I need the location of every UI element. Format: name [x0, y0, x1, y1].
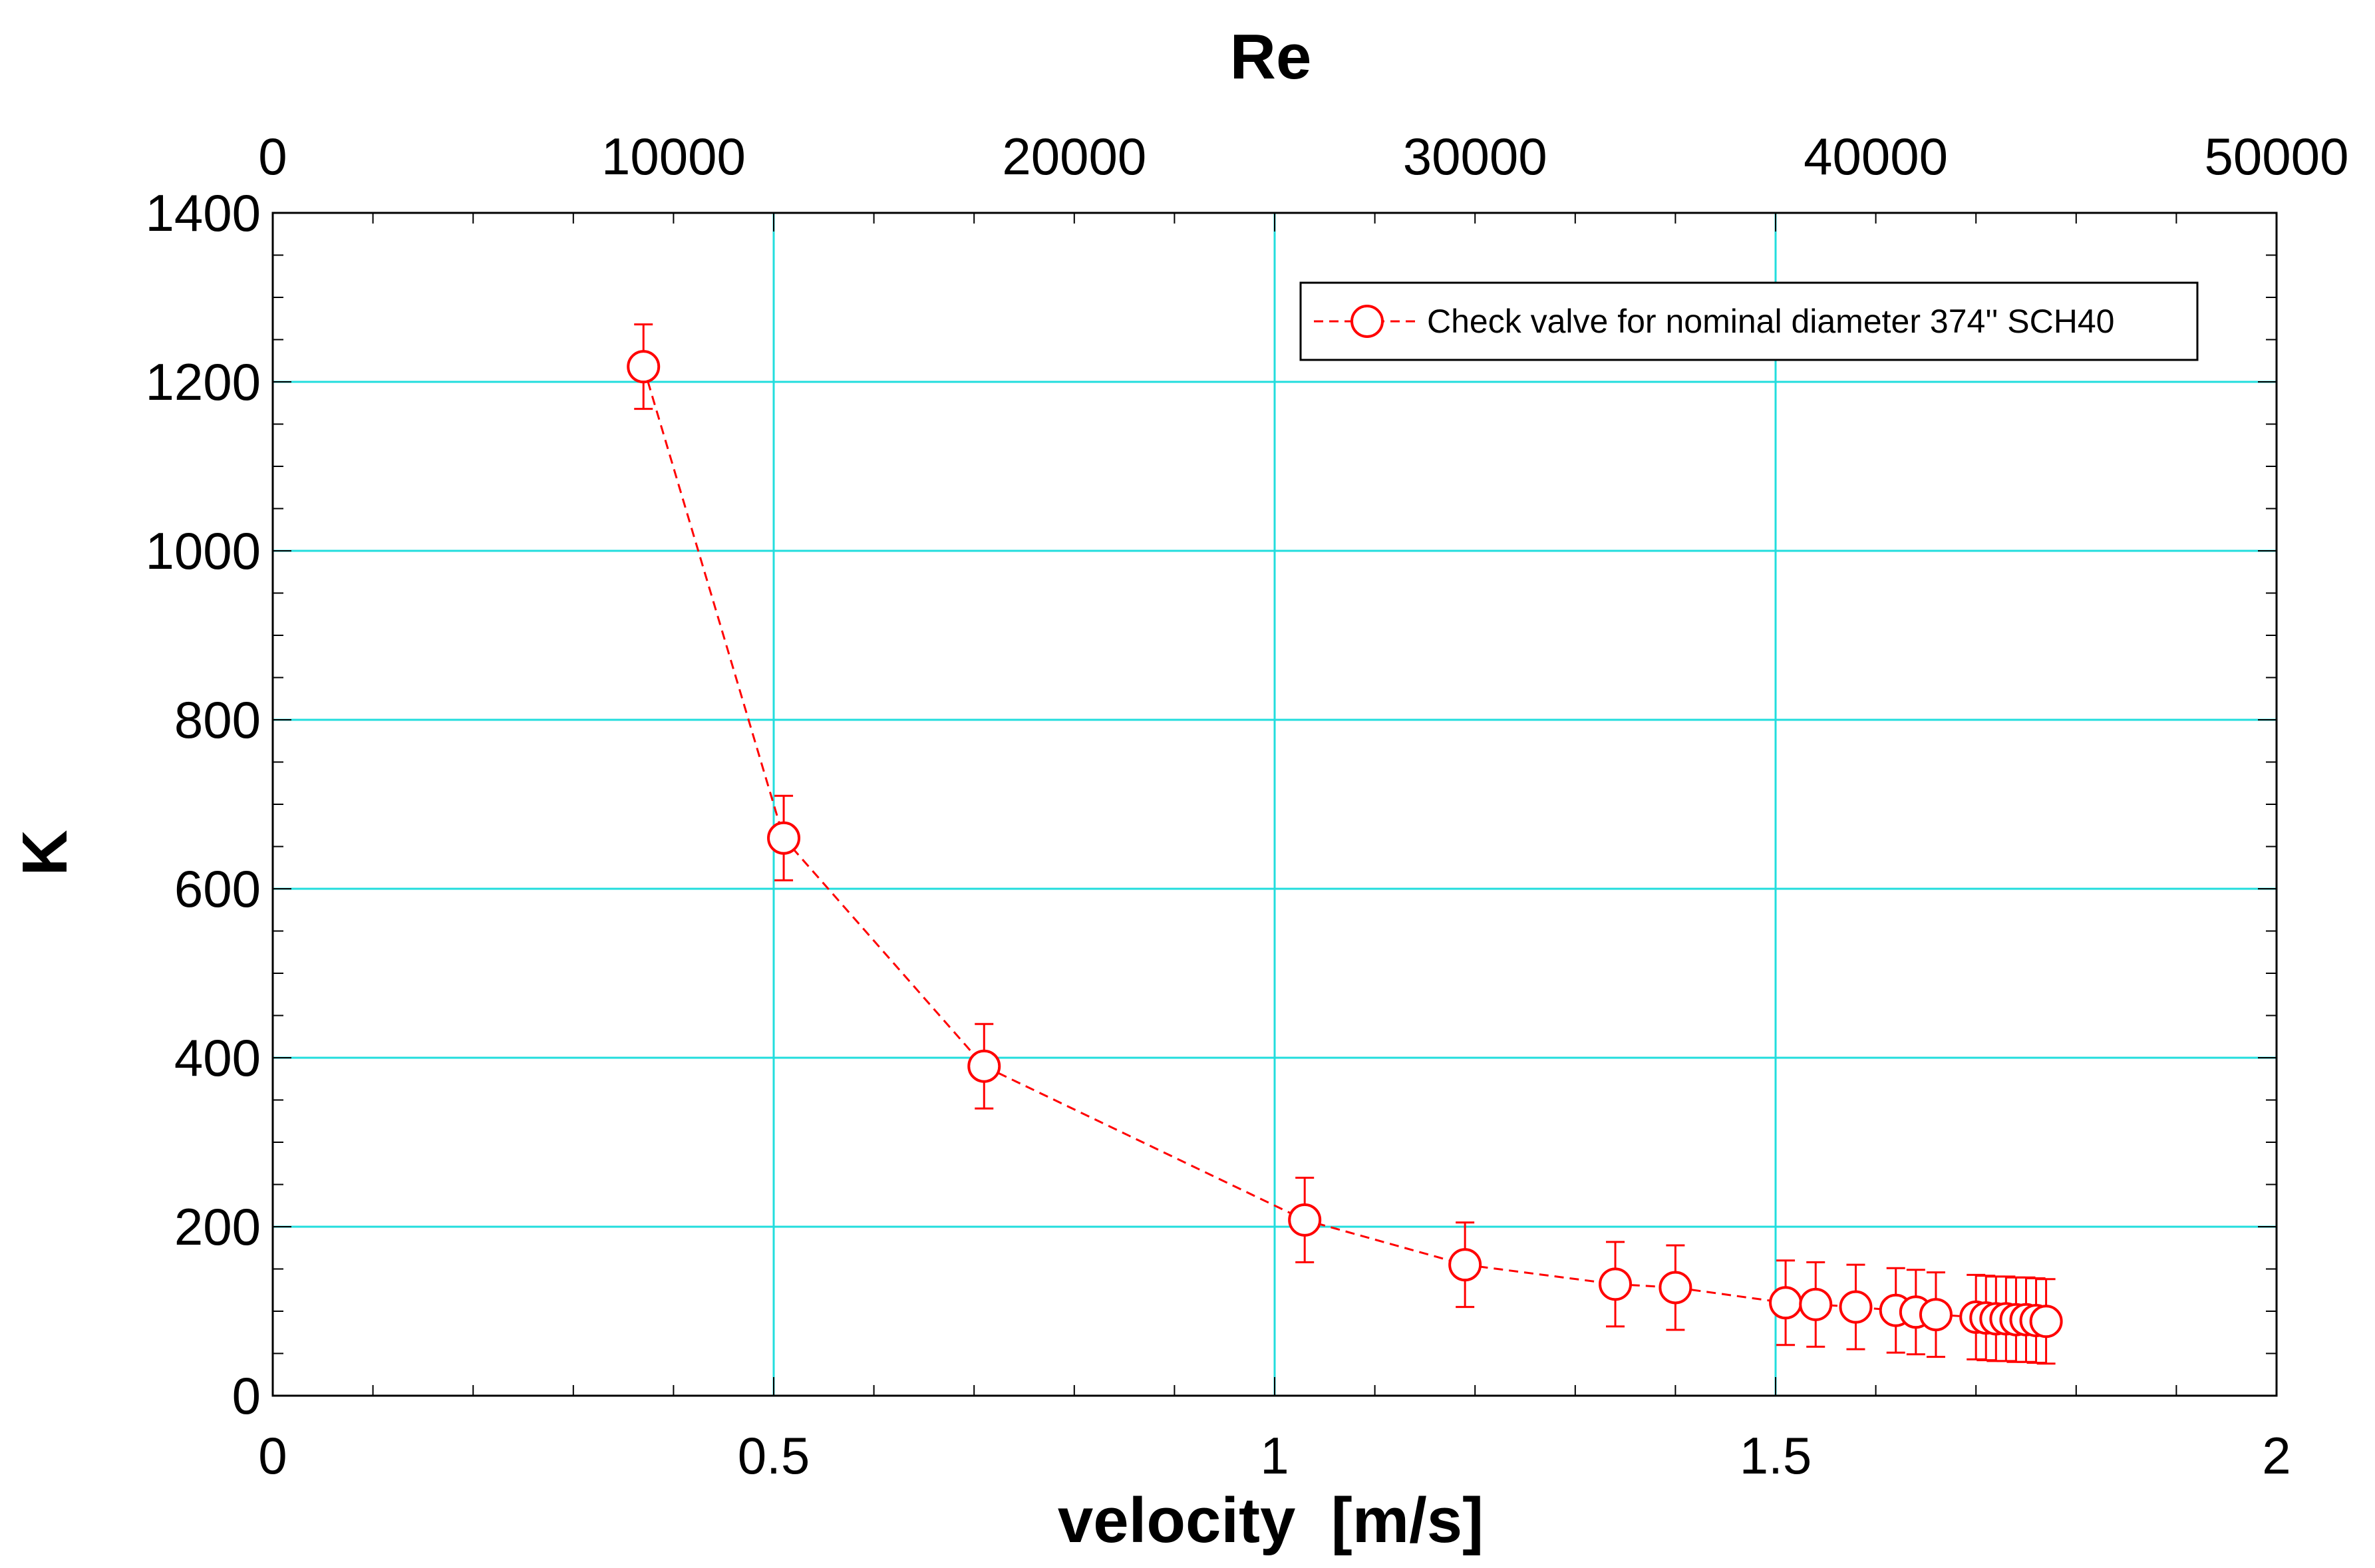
- data-point: [1919, 1298, 1953, 1332]
- data-point: [767, 821, 801, 855]
- y-tick-label: 1200: [145, 353, 261, 411]
- top-axis-tick-label: 0: [258, 127, 287, 186]
- legend-marker: [1350, 305, 1384, 338]
- y-tick-label: 800: [174, 691, 261, 749]
- y-tick-label: 200: [174, 1197, 261, 1256]
- legend-label: Check valve for nominal diameter 374'' S…: [1427, 303, 2114, 340]
- x-tick-labels: 0 0.5 1 1.5 2: [258, 1426, 2291, 1485]
- top-axis-tick-label: 20000: [1002, 127, 1146, 186]
- y-tick-label: 0: [232, 1366, 261, 1425]
- x-tick-label: 2: [2262, 1426, 2291, 1485]
- x-tick-label: 1: [1260, 1426, 1289, 1485]
- y-tick-label: 600: [174, 860, 261, 918]
- top-axis-tick-label: 50000: [2205, 127, 2349, 186]
- data-point: [1288, 1203, 1322, 1237]
- data-point: [1769, 1286, 1803, 1320]
- legend: Check valve for nominal diameter 374'' S…: [1299, 281, 2199, 361]
- top-axis-tick-label: 40000: [1804, 127, 1948, 186]
- data-point: [2029, 1305, 2063, 1338]
- data-point: [1448, 1248, 1482, 1282]
- y-tick-label: 400: [174, 1028, 261, 1087]
- data-point: [1799, 1287, 1833, 1321]
- series-line: [642, 366, 2046, 1323]
- legend-box: [1299, 281, 2199, 361]
- x-axis-title: velocity [m/s]: [1058, 1485, 1484, 1556]
- data-point: [627, 350, 661, 384]
- grid: [273, 213, 2277, 1396]
- series-layer: [627, 323, 2063, 1365]
- x-tick-label: 0: [258, 1426, 287, 1485]
- x-tick-label: 1.5: [1740, 1426, 1812, 1485]
- top-axis-tick-label: 30000: [1403, 127, 1547, 186]
- data-point: [1599, 1267, 1633, 1301]
- y-tick-label: 1400: [145, 184, 261, 242]
- top-axis-tick-label: 10000: [601, 127, 746, 186]
- y-axis-title: K: [9, 830, 80, 875]
- minor-ticks: [273, 213, 2277, 1396]
- data-point: [1659, 1271, 1692, 1305]
- top-axis-tick-labels: 0 10000 20000 30000 40000 50000: [258, 127, 2348, 186]
- top-axis-title: Re: [1230, 21, 1312, 92]
- plot-frame: [271, 212, 2278, 1397]
- data-point: [967, 1049, 1001, 1083]
- data-point: [1839, 1290, 1873, 1324]
- y-tick-label: 1000: [145, 522, 261, 580]
- y-tick-labels: 0 200 400 600 800 1000 1200 1400: [145, 184, 261, 1425]
- x-tick-label: 0.5: [738, 1426, 810, 1485]
